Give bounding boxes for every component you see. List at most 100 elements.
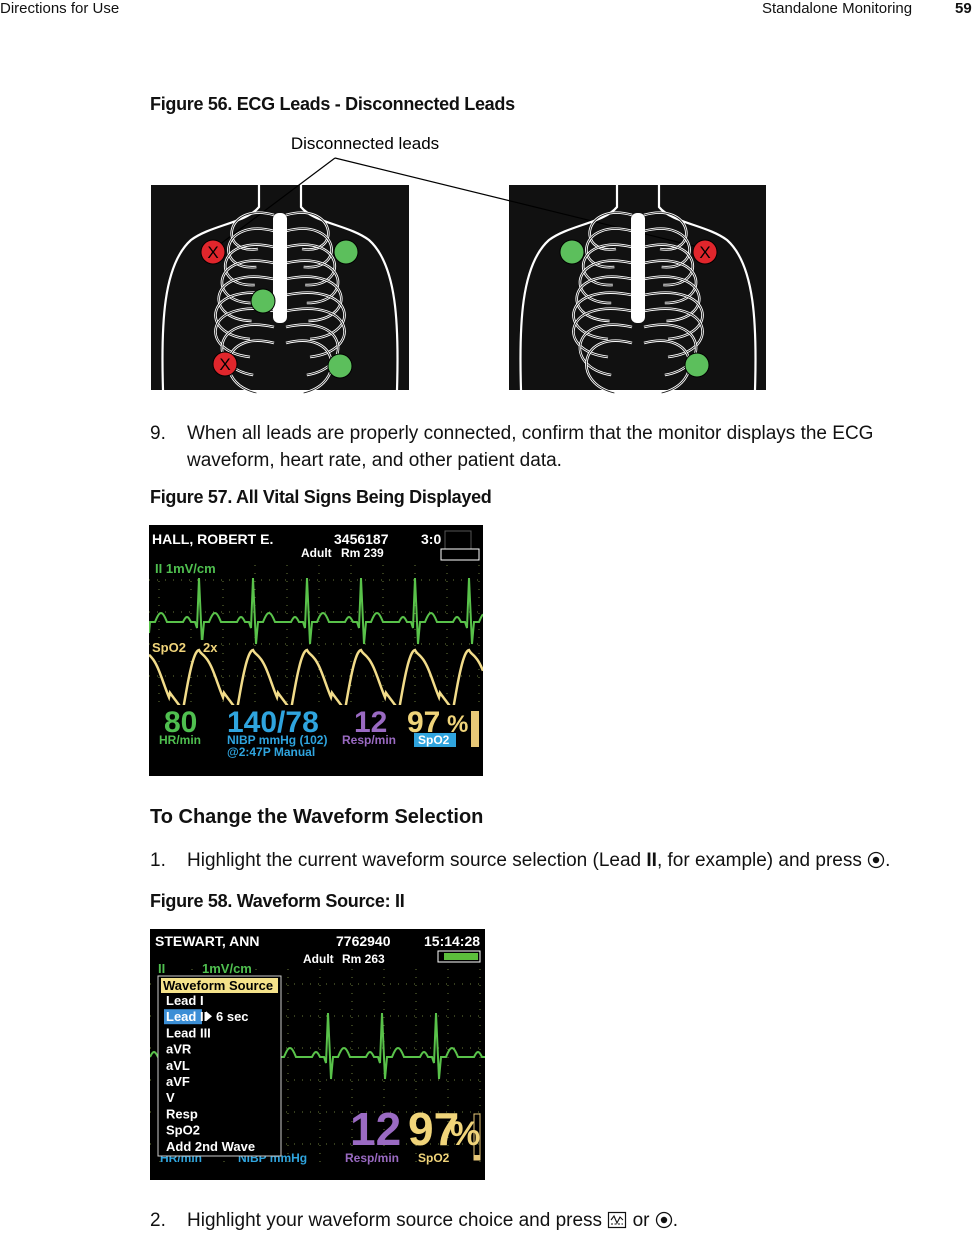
figure-caption: Figure 56. ECG Leads - Disconnected Lead… [150, 94, 515, 114]
menu-item: V [166, 1090, 175, 1105]
rib [573, 292, 633, 340]
lead-x: X [207, 243, 218, 262]
callout-line [214, 157, 336, 249]
torso-outline [161, 185, 261, 391]
menu-item-highlight [164, 1009, 202, 1025]
rib [643, 244, 694, 286]
rib [231, 212, 275, 250]
menu-item: Lead III [166, 1025, 211, 1040]
rib [643, 308, 703, 358]
figure-caption: Figure 57. All Vital Signs Being Display… [150, 487, 492, 507]
rib [224, 244, 275, 286]
rib [285, 228, 332, 268]
text: Highlight the current waveform source se… [187, 850, 647, 871]
patient-name: HALL, ROBERT E. [152, 531, 273, 547]
section-title: To Change the Waveform Selection [150, 806, 484, 828]
pleth-label: SpO2 [152, 640, 186, 655]
lead-x: X [219, 355, 230, 374]
rib [215, 292, 275, 340]
nibp-value: 140/78 [227, 706, 319, 739]
page-number: 59 [955, 0, 972, 17]
lead-x: X [699, 243, 710, 262]
lead-disconnected [212, 351, 238, 377]
lead-figure: Disconnected leads X X X [151, 134, 766, 395]
ecg-scale: 1mV/cm [202, 961, 252, 976]
resp-label: Resp/min [342, 733, 396, 747]
menu-title-bg [161, 978, 278, 993]
rib [643, 260, 697, 304]
resp-label: Resp/min [345, 1151, 399, 1165]
label-bg [155, 562, 249, 574]
menu-title: Waveform Source [163, 978, 273, 993]
text: Highlight your waveform source choice an… [187, 1210, 608, 1231]
header-left: Directions for Use [0, 0, 120, 17]
rib [218, 276, 275, 322]
step-text: Highlight your waveform source choice an… [187, 1207, 678, 1234]
rib [579, 324, 633, 376]
rib [643, 324, 697, 376]
rib [573, 308, 633, 358]
rib [643, 276, 700, 322]
menu-item: Lead I [166, 993, 204, 1008]
spo2-unit: % [450, 1115, 480, 1153]
patient-name: STEWART, ANN [155, 933, 259, 949]
monitor-screen: STEWART, ANN 7762940 15:14:28 Adult Rm 2… [150, 929, 485, 1180]
lead-disconnected [200, 239, 226, 265]
spo2-label: SpO2 [418, 1151, 450, 1165]
menu-item: Resp [166, 1106, 198, 1121]
step-text: Highlight the current waveform source se… [187, 847, 967, 874]
lead-connected [250, 288, 276, 314]
spo2-unit: % [447, 711, 468, 738]
rib [285, 260, 339, 304]
spo2-value: 97 [408, 1103, 459, 1155]
lead-connected [684, 352, 710, 378]
ecg-label: II 1mV/cm [155, 561, 216, 576]
step-text: When all leads are properly connected, c… [187, 423, 874, 471]
room: Rm 239 [341, 546, 384, 560]
patient-id: 7762940 [336, 933, 391, 949]
text: , for example) and press [656, 850, 868, 871]
hr-label: HR/min [159, 733, 201, 747]
spo2-label: SpO2 [418, 733, 450, 747]
torso-outline [299, 185, 399, 391]
rib [285, 324, 339, 376]
step-number: 1. [150, 850, 166, 871]
select-button-icon [655, 1211, 672, 1229]
rib [586, 340, 633, 394]
text: . [885, 850, 891, 871]
nibp-label: NIBP mmHg (102) [227, 733, 327, 747]
rib [221, 260, 275, 304]
menu-item: aVR [166, 1042, 192, 1057]
rib [285, 244, 336, 286]
figure-caption: Figure 58. Waveform Source: II [150, 891, 405, 911]
lead-connected [327, 353, 353, 379]
menu-box [157, 975, 282, 1157]
step-number: 9. [150, 423, 166, 444]
sternum [631, 213, 645, 323]
select-button-icon [867, 851, 885, 869]
menu-button-icon [608, 1211, 627, 1229]
rib [285, 276, 342, 322]
step-number: 2. [150, 1210, 166, 1231]
spo2-bar [471, 711, 479, 747]
ecg-wave [149, 577, 483, 645]
rib [643, 228, 690, 268]
rib [285, 212, 329, 250]
resp-value: 12 [350, 1103, 401, 1155]
nibp-time: @2:47P Manual [227, 745, 315, 759]
rib [215, 308, 275, 358]
clock: 15:14:28 [424, 933, 480, 949]
text: or [627, 1210, 655, 1231]
clock: 3:0 [421, 531, 441, 547]
pleth-wave [149, 648, 483, 714]
spo2-bar-level [474, 1155, 480, 1160]
ecg-lead: II [158, 961, 165, 976]
lead-disconnected [692, 239, 718, 265]
menu-item: aVF [166, 1074, 190, 1089]
menu-arrow [206, 1011, 212, 1022]
patient-type: Adult [301, 546, 332, 560]
text: . [672, 1210, 679, 1231]
spo2-label-bg [414, 733, 456, 747]
